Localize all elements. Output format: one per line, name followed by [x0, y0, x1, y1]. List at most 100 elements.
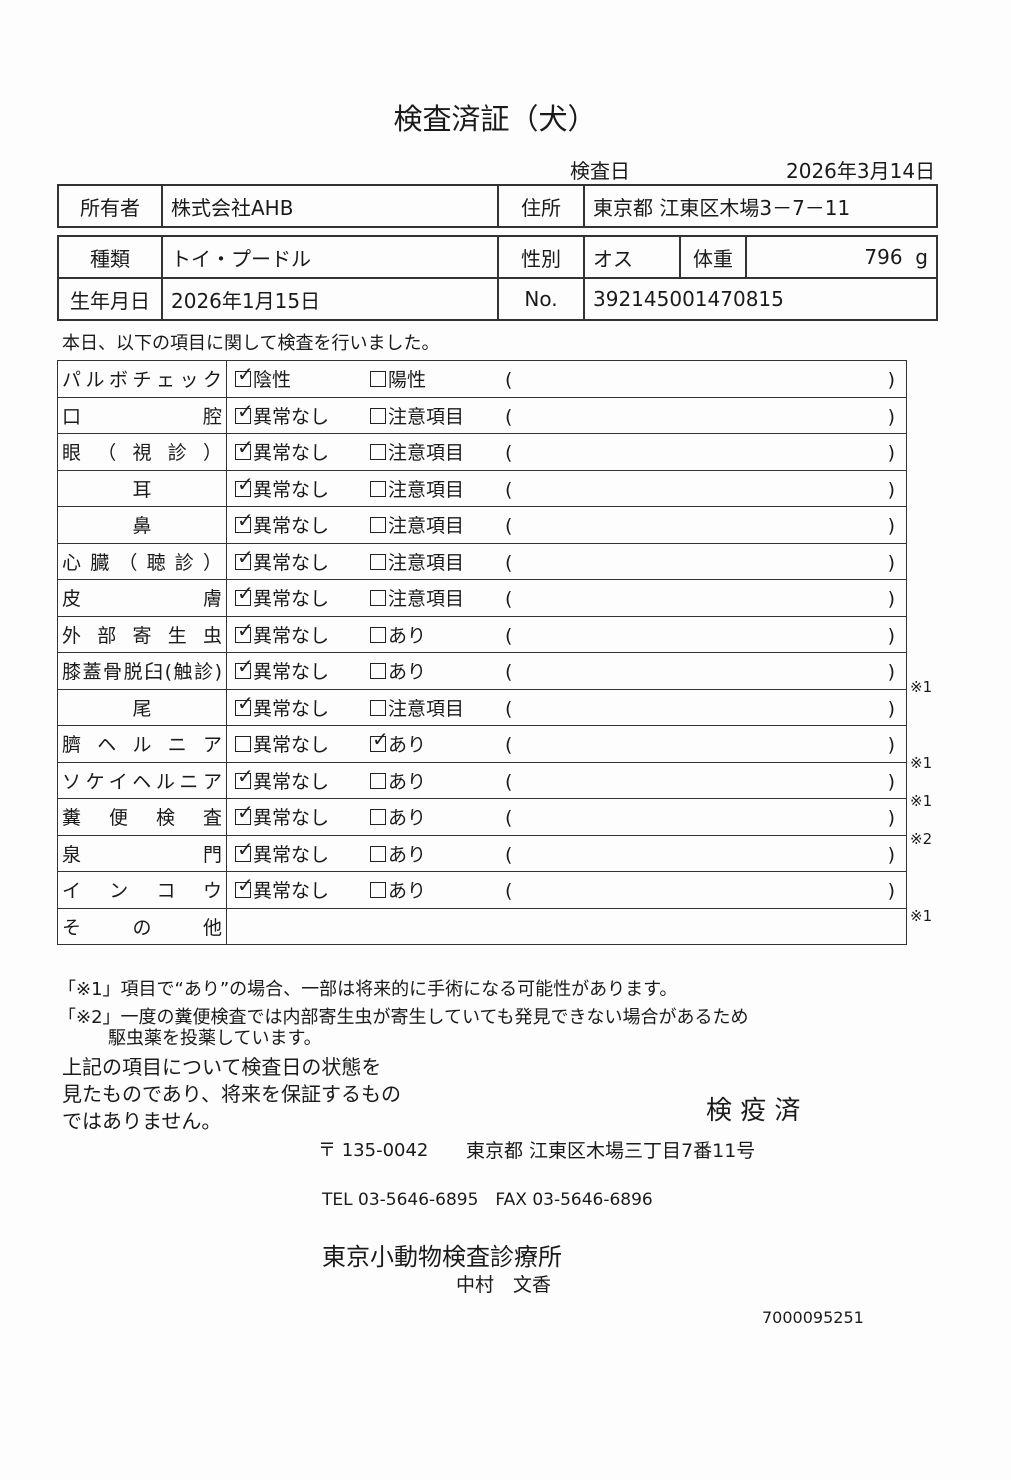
- paren-close: ): [887, 624, 895, 647]
- paren-close: ): [887, 770, 895, 793]
- option-normal[interactable]: 異常なし: [227, 399, 370, 429]
- option-abnormal[interactable]: 注意項目: [370, 548, 505, 575]
- checkbox-icon[interactable]: [235, 435, 254, 461]
- option-normal[interactable]: 異常なし: [227, 800, 370, 830]
- checkbox-icon[interactable]: [370, 371, 386, 388]
- option-label: 注意項目: [388, 405, 465, 428]
- footnote-2: 「※2」一度の糞便検査では内部寄生虫が寄生していても発見できない場合があるため: [58, 1007, 749, 1028]
- disclaimer-line: ではありません。: [62, 1109, 222, 1133]
- checkbox-icon[interactable]: [235, 581, 254, 607]
- option-label: 異常なし: [253, 588, 330, 611]
- checkbox-icon[interactable]: [235, 691, 254, 716]
- option-abnormal[interactable]: 注意項目: [370, 694, 505, 721]
- option-label: 異常なし: [253, 551, 330, 574]
- option-normal[interactable]: 異常なし: [227, 730, 370, 757]
- option-normal[interactable]: 異常なし: [227, 435, 370, 465]
- option-abnormal[interactable]: 注意項目: [370, 584, 505, 611]
- option-abnormal[interactable]: あり: [370, 621, 505, 648]
- option-normal[interactable]: 異常なし: [227, 764, 370, 794]
- checkbox-icon[interactable]: [235, 800, 254, 826]
- remarks-field[interactable]: (): [505, 588, 895, 610]
- checkbox-icon[interactable]: [370, 407, 386, 424]
- remarks-field[interactable]: (): [505, 406, 895, 428]
- checkbox-icon[interactable]: [235, 736, 251, 753]
- checklist-row-other: その他: [57, 907, 907, 945]
- remarks-field[interactable]: (): [505, 844, 895, 866]
- checkbox-icon[interactable]: [370, 663, 386, 680]
- item-label: 心臓（聴診）: [57, 542, 227, 580]
- remarks-field[interactable]: (): [505, 698, 895, 720]
- item-footnote-mark: ※1: [910, 677, 933, 696]
- checkbox-icon[interactable]: [235, 472, 254, 497]
- checkbox-icon[interactable]: [370, 882, 386, 899]
- checkbox-icon[interactable]: [235, 873, 254, 899]
- option-normal[interactable]: 異常なし: [227, 837, 370, 867]
- number-value: 392145001470815: [583, 277, 938, 321]
- option-normal[interactable]: 陰性: [227, 362, 370, 392]
- checkbox-icon[interactable]: [235, 362, 254, 388]
- checkbox-icon[interactable]: [235, 545, 254, 570]
- checkbox-icon[interactable]: [370, 845, 386, 862]
- remarks-field[interactable]: (): [505, 734, 895, 756]
- remarks-field[interactable]: (): [505, 442, 895, 464]
- remarks-field[interactable]: (): [505, 661, 895, 683]
- checkbox-icon[interactable]: [370, 727, 389, 753]
- option-abnormal[interactable]: あり: [370, 803, 505, 830]
- checkbox-icon[interactable]: [370, 772, 386, 789]
- clinic-name: 東京小動物検査診療所: [322, 1243, 562, 1271]
- checklist-row: パルボチェック 陰性 陽性 (): [57, 360, 907, 398]
- option-normal[interactable]: 異常なし: [227, 654, 370, 684]
- remarks-field[interactable]: (): [505, 807, 895, 829]
- option-label: 陽性: [388, 369, 427, 392]
- option-abnormal[interactable]: 陽性: [370, 365, 505, 392]
- option-label: あり: [388, 807, 427, 830]
- option-abnormal[interactable]: あり: [370, 840, 505, 867]
- paren-close: ): [887, 442, 895, 465]
- option-abnormal[interactable]: 注意項目: [370, 438, 505, 465]
- option-abnormal[interactable]: あり: [370, 767, 505, 794]
- remarks-field[interactable]: (): [505, 552, 895, 574]
- paren-close: ): [887, 588, 895, 611]
- checkbox-icon[interactable]: [235, 618, 254, 643]
- checkbox-icon[interactable]: [370, 553, 386, 570]
- remarks-field[interactable]: (): [505, 369, 895, 391]
- option-label: 注意項目: [388, 442, 465, 465]
- checkbox-icon[interactable]: [370, 480, 386, 497]
- item-label: 鼻: [57, 506, 227, 544]
- checklist-row: 眼（視診） 異常なし 注意項目 (): [57, 433, 907, 471]
- checkbox-icon[interactable]: [370, 699, 386, 716]
- checkbox-icon[interactable]: [370, 590, 386, 607]
- checklist-row: 泉門 異常なし あり (): [57, 834, 907, 872]
- checkbox-icon[interactable]: [235, 654, 254, 680]
- option-normal[interactable]: 異常なし: [227, 508, 370, 538]
- checkbox-icon[interactable]: [235, 508, 254, 534]
- option-normal[interactable]: 異常なし: [227, 691, 370, 721]
- option-normal[interactable]: 異常なし: [227, 581, 370, 611]
- option-abnormal[interactable]: 注意項目: [370, 511, 505, 538]
- option-normal[interactable]: 異常なし: [227, 618, 370, 648]
- option-abnormal[interactable]: 注意項目: [370, 475, 505, 502]
- checkbox-icon[interactable]: [370, 444, 386, 461]
- item-label: 膝蓋骨脱臼(触診): [57, 652, 227, 690]
- remarks-field[interactable]: (): [505, 479, 895, 501]
- checkbox-icon[interactable]: [235, 399, 254, 424]
- checkbox-icon[interactable]: [370, 809, 386, 826]
- option-normal[interactable]: 異常なし: [227, 873, 370, 903]
- option-normal[interactable]: 異常なし: [227, 545, 370, 575]
- remarks-field[interactable]: (): [505, 771, 895, 793]
- remarks-field[interactable]: (): [505, 625, 895, 647]
- checkbox-icon[interactable]: [235, 837, 254, 862]
- other-remarks-field[interactable]: [226, 907, 907, 945]
- remarks-field[interactable]: (): [505, 880, 895, 902]
- option-abnormal[interactable]: あり: [370, 727, 505, 757]
- checkbox-icon[interactable]: [235, 764, 254, 789]
- option-abnormal[interactable]: あり: [370, 876, 505, 903]
- paren-open: (: [505, 369, 513, 392]
- option-abnormal[interactable]: 注意項目: [370, 402, 505, 429]
- checkbox-icon[interactable]: [370, 517, 386, 534]
- remarks-field[interactable]: (): [505, 515, 895, 537]
- paren-close: ): [887, 405, 895, 428]
- checkbox-icon[interactable]: [370, 626, 386, 643]
- option-abnormal[interactable]: あり: [370, 657, 505, 684]
- option-normal[interactable]: 異常なし: [227, 472, 370, 502]
